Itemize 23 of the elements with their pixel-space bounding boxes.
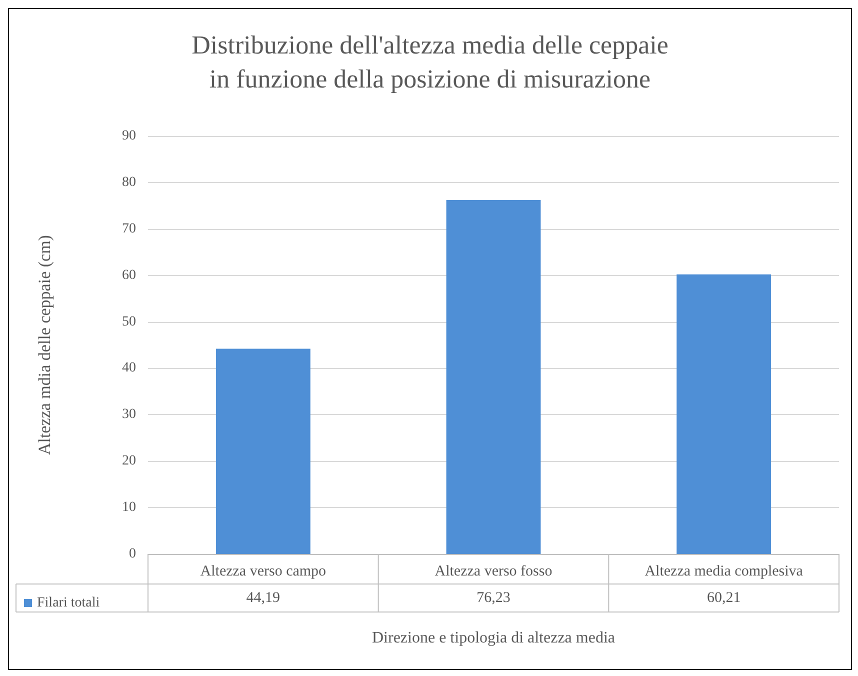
data-label: 76,23 [476, 590, 510, 606]
y-tick-label: 30 [122, 407, 136, 422]
x-axis-title: Direzione e tipologia di altezza media [372, 630, 615, 646]
y-tick-label: 80 [122, 174, 136, 190]
legend-label: Filari totali [37, 596, 100, 610]
y-tick-label: 10 [122, 500, 136, 516]
y-tick-label: 50 [122, 314, 136, 330]
chart-title: Distribuzione dell'altezza media delle ceppaie in funzione della posizione di misurazione [192, 30, 668, 94]
x-tick-label: Altezza verso fosso [434, 564, 552, 580]
x-tick-label: Altezza media complesiva [644, 564, 804, 580]
data-label: 60,21 [706, 590, 741, 606]
bar [446, 200, 541, 554]
bar [676, 274, 772, 554]
data-label: 44,19 [246, 590, 280, 606]
y-tick-label: 90 [122, 128, 136, 144]
x-tick-label: Altezza verso campo [200, 564, 326, 580]
bar [216, 348, 310, 554]
y-tick-label: 70 [122, 221, 136, 236]
y-tick-label: 20 [122, 454, 136, 469]
y-tick-label: 40 [122, 360, 136, 376]
y-tick-label: 0 [129, 546, 136, 562]
y-tick-label: 60 [122, 268, 136, 283]
y-axis-title: Altezza mdia delle ceppaie (cm) [35, 235, 54, 455]
